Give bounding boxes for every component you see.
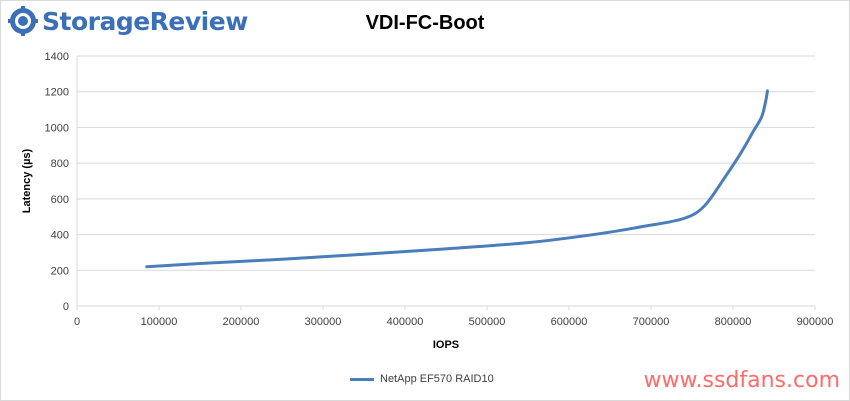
storagereview-logo: StorageReview [8,4,248,38]
y-tick-label: 1000 [45,122,69,134]
x-tick-label: 100000 [141,316,178,328]
y-tick-label: 800 [51,158,69,170]
x-tick-label: 500000 [469,316,506,328]
series-line-0 [145,89,769,269]
y-tick-label: 400 [51,230,69,242]
y-tick-label: 1200 [45,87,69,99]
y-tick-label: 1400 [45,51,69,63]
series-group [145,89,769,269]
y-tick-label: 200 [51,265,69,277]
x-tick-label: 0 [74,316,80,328]
x-tick-label: 800000 [715,316,752,328]
x-axis-ticks: 0 100000 200000 300000 400000 500000 600000 700… [74,306,833,328]
x-tick-label: 900000 [797,316,834,328]
x-tick-label: 400000 [387,316,424,328]
logo-text: StorageReview [42,6,248,36]
y-tick-label: 600 [51,194,69,206]
watermark: www.ssdfans.com [643,368,840,393]
y-axis-ticks: 0 200 400 600 800 1000 1200 1400 [45,51,69,313]
x-tick-label: 300000 [305,316,342,328]
y-axis-label: Latency (µs) [21,148,33,213]
x-tick-label: 600000 [551,316,588,328]
x-tick-label: 200000 [223,316,260,328]
legend: NetApp EF570 RAID10 [350,373,494,385]
x-axis-label: IOPS [433,339,459,351]
y-tick-label: 0 [63,301,69,313]
chart-title: VDI-FC-Boot [365,12,485,34]
gridlines [76,55,815,307]
x-tick-label: 700000 [633,316,670,328]
legend-swatch [350,377,374,381]
storagereview-gear-logo-icon [8,6,38,36]
legend-label: NetApp EF570 RAID10 [380,373,494,385]
